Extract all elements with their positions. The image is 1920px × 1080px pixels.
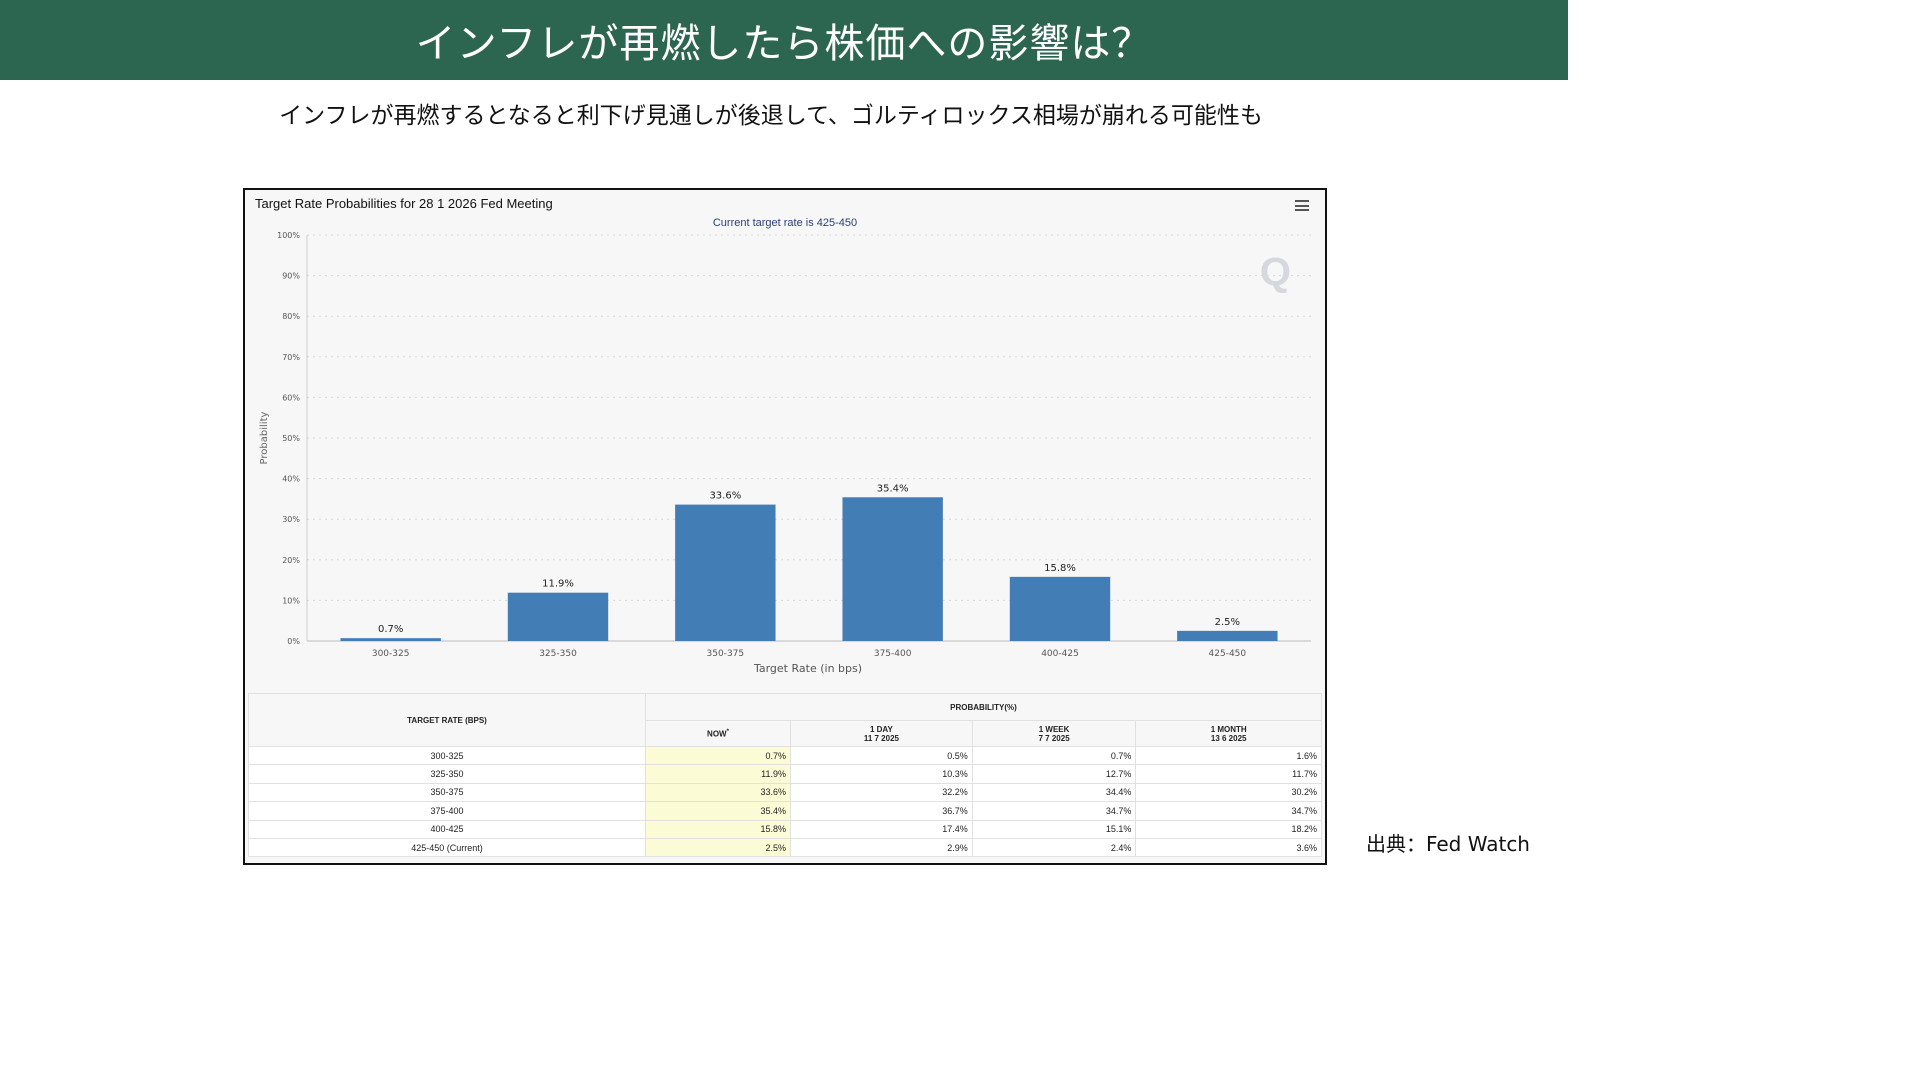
column-header-now: NOW*	[645, 720, 791, 747]
y-tick-label: 100%	[277, 231, 300, 240]
x-tick-label: 375-400	[874, 649, 912, 659]
cell-day: 36.7%	[790, 801, 973, 821]
bar-325-350[interactable]	[507, 592, 609, 641]
cell-rate: 375-400	[248, 801, 646, 821]
column-header-1-week: 1 WEEK 7 7 2025	[971, 720, 1137, 747]
data-label: 0.7%	[378, 624, 403, 635]
cell-now: 15.8%	[645, 819, 791, 839]
cell-rate: 425-450 (Current)	[248, 837, 646, 858]
cell-now: 11.9%	[645, 764, 791, 784]
y-tick-label: 10%	[282, 596, 300, 605]
cell-month: 1.6%	[1135, 745, 1322, 766]
title-banner: インフレが再燃したら株価への影響は？	[0, 0, 1568, 80]
y-tick-label: 90%	[282, 272, 300, 281]
page-title: インフレが再燃したら株価への影響は？	[415, 21, 1153, 67]
cell-rate: 400-425	[248, 819, 646, 839]
table-row: 425-450 (Current) 2.5% 2.9% 2.4% 3.6%	[248, 837, 1322, 858]
cell-day: 0.5%	[790, 745, 973, 766]
cell-week: 12.7%	[971, 764, 1137, 784]
table-row: 300-325 0.7% 0.5% 0.7% 1.6%	[248, 745, 1322, 766]
cell-month: 18.2%	[1135, 819, 1322, 839]
x-tick-label: 300-325	[372, 649, 410, 659]
cell-day: 10.3%	[790, 764, 973, 784]
table-row: 325-350 11.9% 10.3% 12.7% 11.7%	[248, 764, 1322, 784]
bar-400-425[interactable]	[1009, 576, 1111, 641]
table-row: 350-375 33.6% 32.2% 34.4% 30.2%	[248, 782, 1322, 803]
x-tick-label: 325-350	[539, 649, 577, 659]
cell-rate: 350-375	[248, 782, 646, 803]
y-tick-label: 60%	[282, 393, 300, 402]
column-header-1-month: 1 MONTH 13 6 2025	[1135, 720, 1322, 747]
data-label: 33.6%	[709, 491, 741, 502]
probability-table: TARGET RATE (BPS) PROBABILITY(%) NOW* 1 D…	[248, 693, 1322, 858]
x-axis-title: Target Rate (in bps)	[753, 662, 862, 675]
chart-subtitle: Current target rate is 425-450	[712, 217, 858, 229]
bar-chart: 0% 10% 20% 30% 40% 50% 60% 70% 80% 90% 100% 0.7% 300…	[259, 231, 1311, 675]
cell-month: 30.2%	[1135, 782, 1322, 803]
cell-month: 34.7%	[1135, 801, 1322, 821]
x-tick-label: 425-450	[1209, 649, 1247, 659]
y-tick-label: 70%	[282, 353, 300, 362]
watermark-logo: Q	[1259, 250, 1291, 294]
hamburger-icon[interactable]	[1295, 200, 1309, 212]
x-tick-label: 400-425	[1041, 649, 1079, 659]
data-label: 15.8%	[1044, 563, 1076, 574]
bar-300-325[interactable]	[340, 638, 441, 641]
y-tick-label: 80%	[282, 312, 300, 321]
data-label: 11.9%	[542, 579, 574, 590]
table-row: 400-425 15.8% 17.4% 15.1% 18.2%	[248, 819, 1322, 839]
source-credit: 出典：Fed Watch	[1365, 832, 1530, 856]
bar-350-375[interactable]	[675, 504, 776, 641]
cell-now: 0.7%	[645, 745, 791, 766]
y-tick-label: 50%	[282, 434, 300, 443]
cell-now: 33.6%	[645, 782, 791, 803]
chart-title: Target Rate Probabilities for 28 1 2026 …	[255, 196, 553, 211]
cell-day: 17.4%	[790, 819, 973, 839]
cell-now: 2.5%	[645, 837, 791, 858]
page-subtitle: インフレが再燃するとなると利下げ見通しが後退して、ゴルティロックス相場が崩れる可…	[279, 103, 1263, 129]
target-rate-header: TARGET RATE (BPS)	[248, 693, 646, 747]
y-tick-label: 40%	[282, 475, 300, 484]
table-row: 375-400 35.4% 36.7% 34.7% 34.7%	[248, 801, 1322, 821]
y-tick-label: 0%	[287, 637, 300, 646]
cell-rate: 325-350	[248, 764, 646, 784]
chart-panel: Target Rate Probabilities for 28 1 2026 …	[243, 188, 1327, 865]
cell-month: 3.6%	[1135, 837, 1322, 858]
y-tick-label: 30%	[282, 515, 300, 524]
x-tick-label: 350-375	[707, 649, 745, 659]
cell-week: 15.1%	[971, 819, 1137, 839]
bar-375-400[interactable]	[842, 497, 943, 641]
cell-month: 11.7%	[1135, 764, 1322, 784]
probability-header: PROBABILITY(%)	[645, 693, 1322, 721]
column-header-1-day: 1 DAY 11 7 2025	[790, 720, 973, 747]
bar-425-450[interactable]	[1177, 630, 1278, 641]
cell-now: 35.4%	[645, 801, 791, 821]
cell-rate: 300-325	[248, 745, 646, 766]
y-tick-label: 20%	[282, 556, 300, 565]
cell-week: 0.7%	[971, 745, 1137, 766]
cell-week: 2.4%	[971, 837, 1137, 858]
y-axis-title: Probability	[259, 411, 270, 464]
cell-week: 34.4%	[971, 782, 1137, 803]
cell-week: 34.7%	[971, 801, 1137, 821]
probability-table-wrap: TARGET RATE (BPS) PROBABILITY(%) NOW* 1 D…	[248, 693, 1322, 858]
cell-day: 2.9%	[790, 837, 973, 858]
data-label: 35.4%	[877, 483, 909, 494]
cell-day: 32.2%	[790, 782, 973, 803]
data-label: 2.5%	[1215, 617, 1240, 628]
